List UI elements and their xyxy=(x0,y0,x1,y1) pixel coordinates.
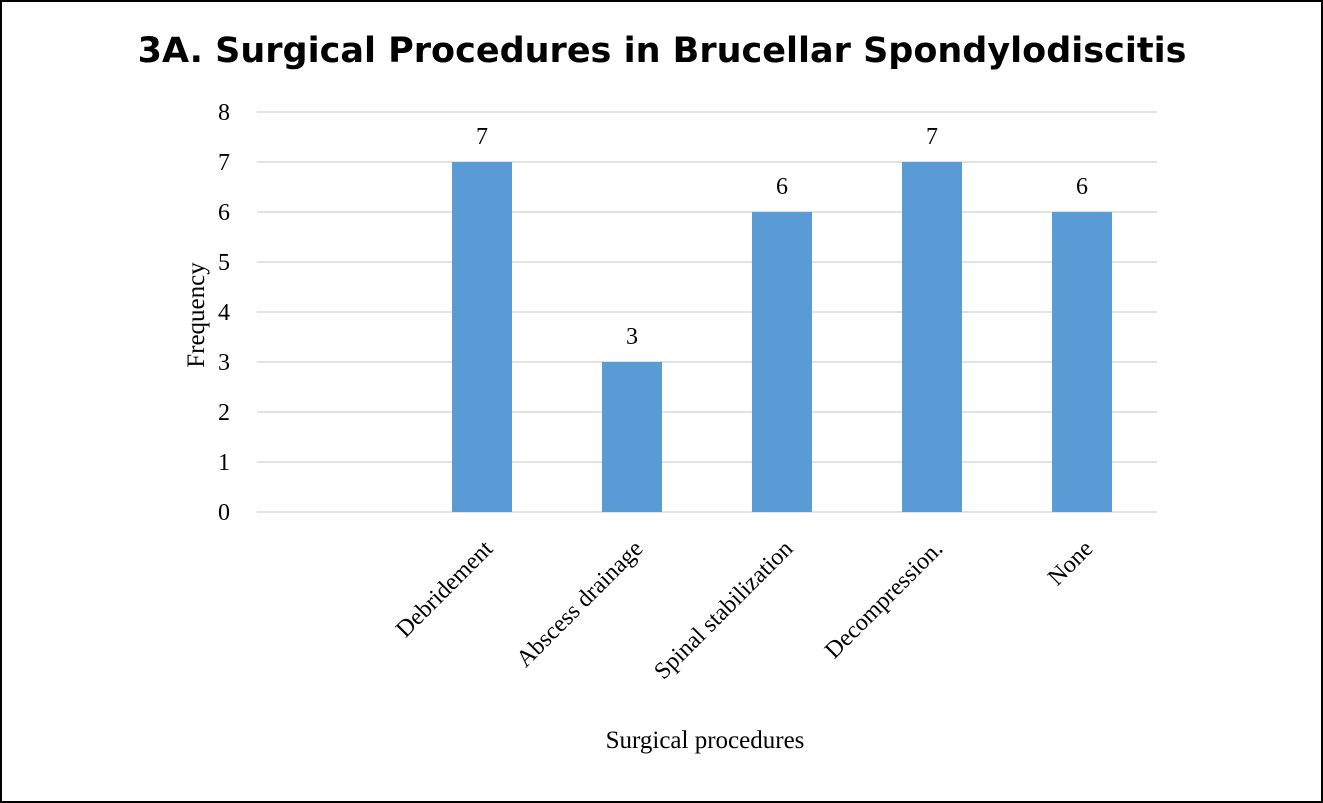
x-category-label: Decompression. xyxy=(820,536,948,664)
data-label: 7 xyxy=(476,124,488,150)
bar xyxy=(902,162,962,512)
x-category-label: Debridement xyxy=(391,536,498,643)
y-tick-label: 7 xyxy=(218,150,230,176)
gridlines xyxy=(257,111,1157,513)
y-tick-label: 4 xyxy=(218,300,230,326)
y-tick-label: 8 xyxy=(218,100,230,126)
y-axis-ticks: 0 1 2 3 4 5 6 7 8 xyxy=(218,100,230,526)
bar xyxy=(452,162,512,512)
y-tick-label: 1 xyxy=(218,450,230,476)
data-label: 7 xyxy=(926,124,938,150)
x-axis-label: Surgical procedures xyxy=(606,727,805,754)
y-tick-label: 3 xyxy=(218,350,230,376)
bars xyxy=(452,162,1112,512)
y-axis-label: Frequency xyxy=(183,262,210,368)
y-tick-label: 5 xyxy=(218,250,230,276)
data-label: 3 xyxy=(626,324,638,350)
bar xyxy=(752,212,812,512)
x-category-label: None xyxy=(1043,536,1098,591)
x-category-label: Spinal stabilization xyxy=(649,536,798,685)
y-tick-label: 6 xyxy=(218,200,230,226)
bar xyxy=(1052,212,1112,512)
bar xyxy=(602,362,662,512)
data-labels: 7 3 6 7 6 xyxy=(476,124,1088,350)
x-axis-categories: Debridement Abscess drainage Spinal stabil… xyxy=(391,536,1098,685)
y-tick-label: 2 xyxy=(218,400,230,426)
data-label: 6 xyxy=(776,174,788,200)
x-category-label: Abscess drainage xyxy=(512,536,649,673)
data-label: 6 xyxy=(1076,174,1088,200)
chart-title: 3A. Surgical Procedures in Brucellar Spo… xyxy=(138,31,1187,71)
y-tick-label: 0 xyxy=(218,500,230,526)
